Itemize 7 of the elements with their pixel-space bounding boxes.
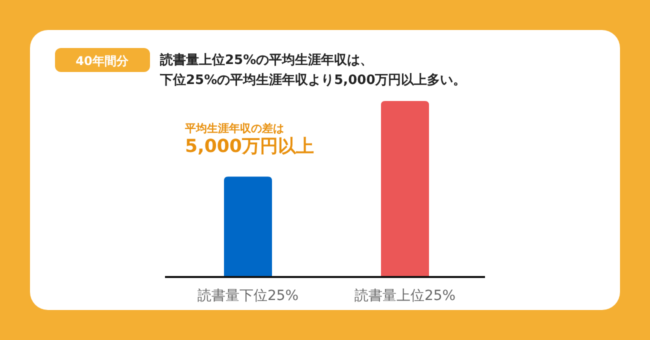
x-tick-label: 読書量下位25% [197,288,299,304]
chart-title: 読書量上位25%の平均生涯年収は、 [159,52,374,68]
x-tick-label: 読書量上位25% [354,288,456,304]
annotation: 平均生涯年収の差は [184,122,284,135]
annotation: 5,000万円以上 [185,136,314,157]
chart-subtitle: 下位25%の平均生涯年収より5,000万円以上多い。 [159,73,466,88]
text: 40年間分 [76,54,130,68]
